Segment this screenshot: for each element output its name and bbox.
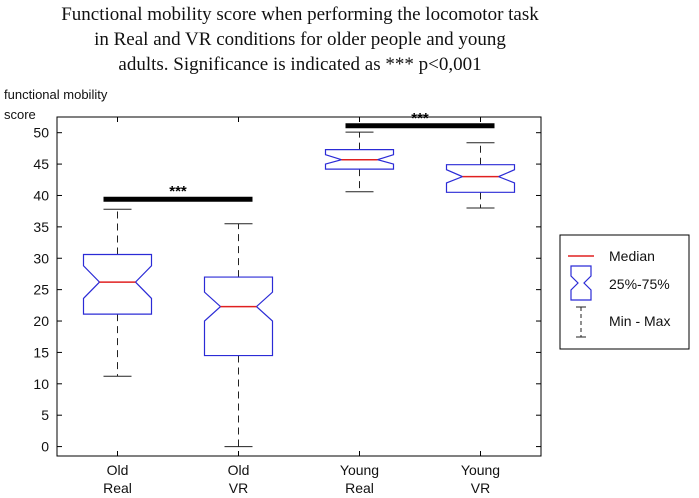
y-tick-label: 30 bbox=[33, 250, 49, 266]
boxplot-1 bbox=[203, 223, 274, 448]
legend-box-swatch bbox=[570, 265, 592, 301]
legend-item-whisker: Min - Max bbox=[576, 306, 670, 338]
y-tick-label: 50 bbox=[33, 125, 49, 141]
notched-box bbox=[445, 164, 516, 193]
y-tick-label: 25 bbox=[33, 282, 49, 298]
legend-box-label: 25%-75% bbox=[609, 276, 670, 292]
plot-frame bbox=[56, 116, 542, 457]
legend-item-median: Median bbox=[568, 248, 655, 264]
y-tick-label: 20 bbox=[33, 313, 49, 329]
notched-box bbox=[82, 253, 153, 315]
y-tick-label: 5 bbox=[41, 407, 49, 423]
legend-median-label: Median bbox=[609, 248, 655, 264]
y-tick-label: 35 bbox=[33, 219, 49, 235]
y-axis-label-line-2: score bbox=[4, 107, 36, 122]
y-tick-label: 0 bbox=[41, 439, 49, 455]
x-category-label-line-1: Young bbox=[340, 462, 379, 478]
x-category-label-line-2: Real bbox=[345, 480, 374, 496]
x-category-label-line-2: Real bbox=[103, 480, 132, 496]
significance-label: *** bbox=[411, 110, 429, 127]
y-axis-ticks: 0 5 10 15 20 25 30 35 40 45 50 bbox=[33, 125, 541, 455]
x-category-label-line-1: Young bbox=[461, 462, 500, 478]
y-tick-label: 45 bbox=[33, 156, 49, 172]
title-line-3: adults. Significance is indicated as ***… bbox=[118, 54, 481, 75]
x-category-label-line-2: VR bbox=[471, 480, 490, 496]
significance-markers: *** *** bbox=[103, 110, 495, 202]
chart-title: Functional mobility score when performin… bbox=[61, 4, 539, 75]
legend-whisker-label: Min - Max bbox=[609, 313, 670, 329]
boxplot-2 bbox=[324, 131, 395, 193]
notched-box bbox=[203, 276, 274, 357]
y-tick-label: 40 bbox=[33, 187, 49, 203]
title-line-1: Functional mobility score when performin… bbox=[61, 4, 539, 25]
y-axis-label-line-1: functional mobility bbox=[4, 87, 108, 102]
legend: Median 25%-75% Min - Max bbox=[559, 234, 690, 350]
legend-item-box: 25%-75% bbox=[570, 265, 670, 301]
boxplots bbox=[82, 131, 516, 448]
boxplot-0 bbox=[82, 208, 153, 377]
y-tick-label: 10 bbox=[33, 376, 49, 392]
x-axis-labels: Old Real Old VR Young Real Young VR bbox=[103, 117, 500, 496]
title-line-2: in Real and VR conditions for older peop… bbox=[94, 29, 506, 50]
x-category-label-line-2: VR bbox=[229, 480, 248, 496]
significance-label: *** bbox=[169, 183, 187, 200]
y-tick-label: 15 bbox=[33, 344, 49, 360]
boxplot-3 bbox=[445, 142, 516, 209]
x-category-label-line-1: Old bbox=[228, 462, 250, 478]
y-axis-label: functional mobility score bbox=[4, 87, 108, 122]
x-category-label-line-1: Old bbox=[107, 462, 129, 478]
